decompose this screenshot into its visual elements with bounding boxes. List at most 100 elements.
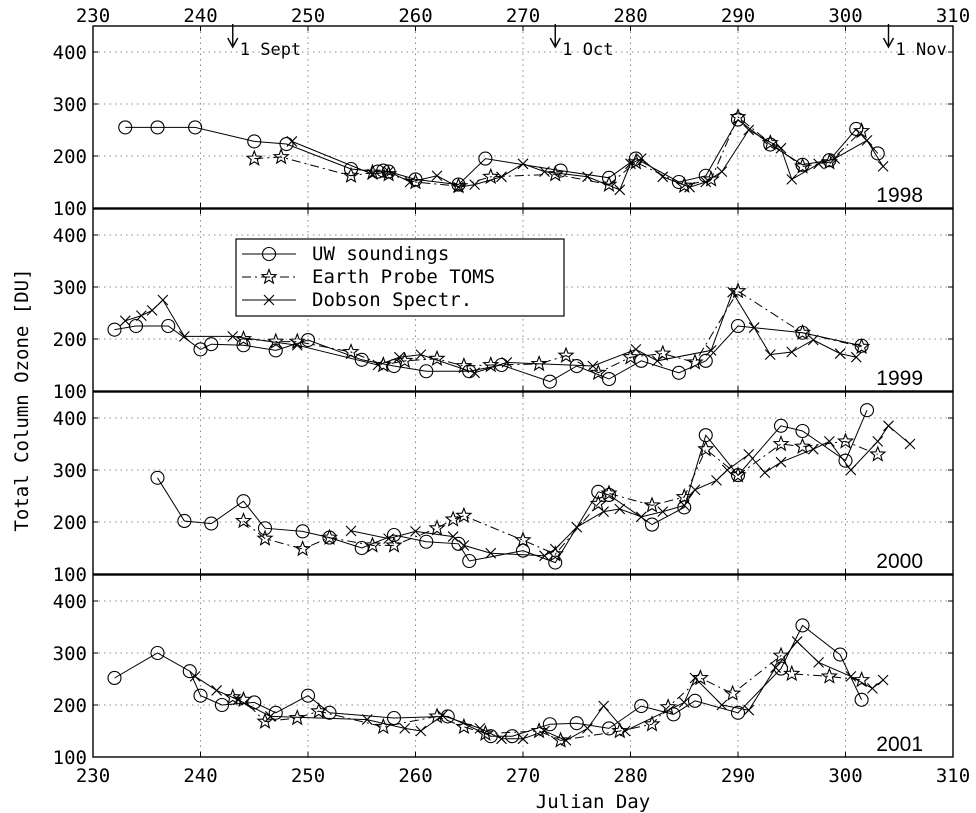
data-point: [845, 671, 857, 682]
data-point: [288, 708, 306, 726]
data-point: [496, 171, 507, 183]
data-point: [300, 332, 316, 348]
data-point: [552, 731, 570, 748]
data-point: [363, 536, 382, 553]
data-point: [342, 342, 360, 360]
data-point: [119, 315, 131, 327]
data-point: [883, 420, 894, 432]
data-point: [853, 670, 871, 688]
date-annotation: 1 Sept: [227, 24, 301, 60]
data-point: [589, 363, 607, 381]
series-line: [114, 624, 863, 737]
data-point: [380, 165, 398, 182]
bottom-x-tick-label: 280: [613, 765, 647, 787]
series-dobson: [286, 124, 889, 196]
annotation-arrow-head: [227, 37, 239, 49]
y-tick-label: 200: [53, 329, 87, 351]
data-point: [689, 484, 701, 496]
data-point: [453, 181, 464, 193]
data-point: [761, 133, 779, 151]
data-point: [671, 365, 686, 380]
data-point: [705, 345, 717, 356]
data-point: [834, 348, 846, 359]
data-point: [462, 553, 477, 569]
data-point: [729, 107, 747, 125]
data-point: [678, 697, 690, 708]
data-point: [150, 470, 165, 485]
series-line: [350, 425, 911, 557]
data-point: [853, 337, 871, 355]
data-point: [634, 698, 649, 714]
data-point: [783, 664, 801, 682]
data-point: [686, 353, 704, 370]
data-point: [569, 716, 584, 731]
data-point: [598, 506, 610, 517]
data-point: [770, 662, 782, 673]
data-point: [691, 668, 709, 686]
data-point: [474, 723, 486, 734]
data-point: [455, 506, 473, 524]
date-annotations: 1 Sept 1 Oct 1 Nov: [227, 24, 947, 60]
data-point: [793, 437, 812, 454]
data-point: [236, 338, 251, 353]
legend-label: UW soundings: [312, 243, 449, 265]
data-point: [625, 158, 636, 170]
bottom-x-tick-label: 260: [398, 765, 432, 787]
data-point: [214, 697, 230, 713]
bottom-x-tick-label: 230: [76, 765, 110, 787]
data-point: [724, 684, 742, 701]
data-point: [320, 528, 339, 545]
y-tick-label: 100: [53, 381, 87, 403]
data-point: [859, 403, 875, 418]
data-point: [150, 645, 165, 661]
series-dobson: [119, 286, 862, 379]
annotation-arrow-head: [549, 37, 561, 49]
data-point: [549, 543, 561, 555]
y-tick-label: 300: [53, 94, 87, 116]
data-point: [178, 331, 190, 342]
data-point: [268, 705, 283, 720]
data-point: [515, 543, 531, 558]
data-point: [582, 171, 593, 183]
data-point: [654, 344, 672, 361]
data-point: [687, 693, 703, 708]
data-point: [279, 136, 294, 152]
panel-year-label: 1999: [876, 367, 923, 390]
data-point: [635, 153, 647, 164]
data-point: [560, 734, 572, 746]
data-point: [866, 682, 878, 694]
y-tick-label: 200: [53, 512, 87, 534]
data-point: [385, 536, 403, 553]
panel-year-label: 1998: [876, 184, 923, 207]
data-point: [764, 349, 776, 360]
data-point: [146, 305, 158, 316]
data-point: [807, 443, 819, 455]
y-tick-label: 200: [53, 146, 87, 168]
y-tick-label: 400: [53, 591, 87, 613]
bottom-x-tick-label: 240: [183, 765, 217, 787]
data-point: [291, 339, 303, 351]
data-point: [264, 711, 276, 722]
data-point: [630, 344, 642, 355]
y-tick-label: 300: [53, 277, 87, 299]
data-point: [236, 494, 251, 509]
data-point: [234, 511, 253, 529]
panel-year-label: 2000: [876, 550, 923, 573]
data-point: [399, 723, 411, 734]
legend-marker: [261, 246, 277, 262]
data-point: [614, 184, 626, 196]
data-point: [614, 503, 626, 515]
data-point: [444, 510, 462, 527]
series-dobson: [189, 636, 889, 746]
data-point: [135, 310, 147, 321]
series-uw: [118, 112, 885, 192]
data-point: [530, 354, 548, 372]
data-point: [188, 120, 203, 135]
series-line: [157, 410, 868, 564]
data-point: [415, 725, 427, 737]
data-point: [793, 323, 812, 341]
legend-entry-toms: Earth Probe TOMS: [242, 266, 495, 288]
panel-grid: [93, 26, 953, 208]
data-point: [684, 181, 696, 193]
